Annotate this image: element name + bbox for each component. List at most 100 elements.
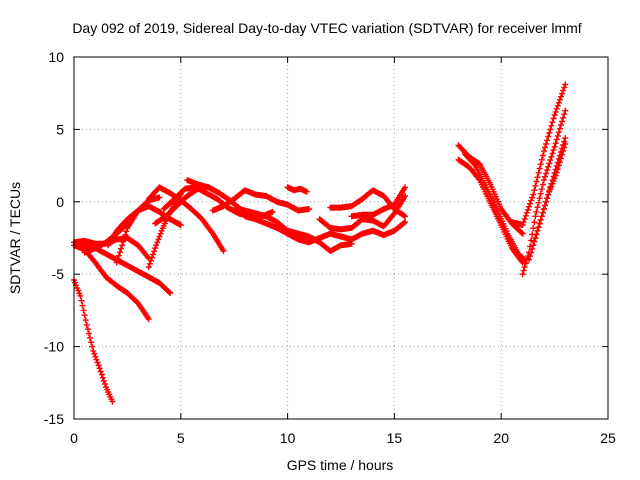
data-point (521, 215, 528, 222)
grid-lines (74, 57, 608, 419)
data-point (154, 239, 161, 246)
chart-title: Day 092 of 2019, Sidereal Day-to-day VTE… (72, 20, 581, 36)
x-tick-label: 20 (493, 430, 509, 446)
data-point (552, 172, 559, 179)
data-point (535, 169, 542, 176)
data-point (534, 227, 541, 234)
data-point (526, 256, 532, 263)
data-point (536, 195, 543, 202)
x-tick-label: 0 (70, 430, 78, 446)
data-point (554, 166, 561, 173)
data-series (113, 194, 163, 266)
data-point (545, 133, 552, 140)
data-point (102, 381, 108, 387)
data-point (528, 249, 535, 256)
data-point (537, 161, 544, 168)
data-point (546, 160, 553, 167)
data-series (316, 193, 409, 233)
data-point (88, 339, 95, 346)
data-point (527, 253, 533, 260)
data-point (562, 81, 569, 88)
data-point (521, 264, 528, 270)
data-point (562, 107, 569, 114)
y-tick-label: -10 (44, 339, 64, 355)
data-point (306, 206, 312, 212)
data-point (522, 260, 529, 267)
data-point (530, 191, 537, 198)
y-tick-label: 5 (56, 121, 64, 137)
data-point (533, 178, 540, 185)
data-point (100, 377, 107, 384)
data-point (550, 147, 557, 154)
data-point (544, 195, 551, 202)
data-point (552, 108, 559, 115)
data-point (562, 135, 569, 142)
data-series (519, 107, 569, 278)
data-point (153, 242, 160, 249)
data-point (87, 334, 93, 341)
y-tick-label: 0 (56, 194, 64, 210)
data-point (155, 236, 162, 243)
data-series (461, 151, 528, 263)
data-point (558, 155, 564, 162)
data-point (520, 255, 527, 262)
data-point (523, 209, 530, 216)
data-point (120, 238, 127, 245)
data-point (533, 231, 540, 238)
data-point (558, 122, 564, 129)
data-point (91, 350, 98, 357)
data-series (508, 81, 569, 228)
data-point (533, 208, 540, 215)
data-point (81, 312, 88, 319)
data-point (555, 99, 562, 106)
data-point (519, 230, 526, 237)
tick-labels: 0 5 10 15 20 25 -15 -10 -5 0 5 10 (44, 49, 616, 446)
data-point (555, 129, 562, 136)
data-point (82, 317, 89, 324)
data-point (543, 198, 550, 205)
x-axis-label: GPS time / hours (287, 457, 394, 473)
data-point (147, 257, 154, 264)
data-point (537, 190, 544, 197)
data-point (151, 248, 158, 255)
data-point (95, 362, 102, 369)
data-series (231, 206, 355, 254)
data-point (93, 356, 100, 363)
data-point (121, 235, 128, 242)
y-tick-label: -5 (52, 266, 65, 282)
data-point (560, 148, 567, 155)
data-point (145, 316, 152, 323)
data-point (536, 165, 543, 172)
data-point (145, 264, 152, 270)
y-axis-label: SDTVAR / TECUs (7, 182, 23, 294)
data-point (542, 173, 548, 180)
data-point (550, 115, 557, 122)
data-point (115, 252, 122, 259)
data-point (83, 321, 90, 328)
data-point (539, 152, 546, 159)
data-point (546, 130, 553, 136)
x-tick-label: 10 (280, 430, 296, 446)
data-point (520, 218, 527, 225)
data-point (402, 184, 409, 191)
data-point (114, 256, 121, 263)
data-point (166, 289, 173, 295)
data-point (539, 181, 546, 188)
data-point (167, 290, 174, 296)
data-point (123, 228, 130, 235)
x-tick-label: 15 (387, 430, 403, 446)
data-point (545, 191, 552, 198)
data-point (152, 245, 159, 252)
data-point (529, 194, 536, 201)
data-point (146, 260, 153, 267)
plot-border (73, 56, 609, 420)
data-point (560, 114, 567, 121)
data-point (119, 242, 126, 249)
data-point (531, 187, 538, 194)
data-point (554, 102, 561, 109)
data-point (544, 137, 551, 144)
x-tick-label: 25 (600, 430, 616, 446)
data-point (113, 259, 120, 266)
data-point (561, 84, 568, 91)
